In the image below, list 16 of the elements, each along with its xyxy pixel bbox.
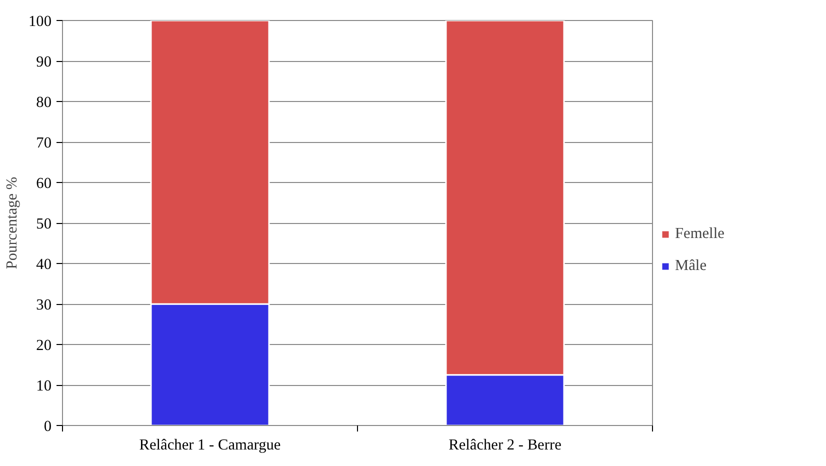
y-tick-label: 70 [36, 134, 52, 152]
legend-label: Mâle [675, 257, 706, 275]
y-tick-label: 40 [36, 256, 52, 273]
y-tick-label: 0 [44, 418, 52, 435]
y-tick-label: 20 [36, 337, 52, 354]
y-tick-label: 30 [36, 296, 52, 314]
y-tick-label: 10 [36, 378, 52, 394]
x-tick-label: Relâcher 2 - Berre [448, 436, 562, 454]
y-tick-label: 60 [36, 175, 52, 192]
y-tick-label: 100 [28, 13, 52, 30]
y-tick-label: 50 [36, 216, 52, 232]
y-tick-label: 90 [36, 54, 52, 70]
y-axis-title: Pourcentage % [4, 176, 21, 270]
y-tick-label: 80 [36, 94, 52, 111]
x-tick-label: Relâcher 1 - Camargue [139, 436, 281, 454]
legend-label: Femelle [675, 225, 724, 243]
